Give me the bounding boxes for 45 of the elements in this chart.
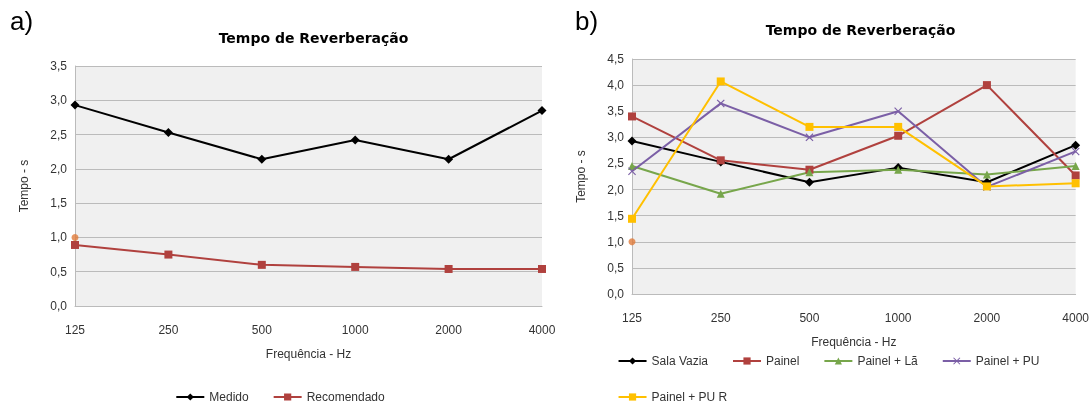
x-axis-title: Frequência - Hz [811,335,897,349]
legend-label: Painel [766,354,800,368]
y-tick-label: 3,0 [607,130,625,145]
legend-label: Painel + PU [975,354,1040,368]
y-tick-label: 0,0 [607,287,625,301]
x-tick-label: 4000 [1062,311,1090,325]
x-tick-label: 250 [710,311,732,325]
legend-label: Sala Vazia [651,354,709,368]
legend-label: Medido [209,390,249,404]
legend-label: Painel + PU R [651,390,728,404]
x-tick-label: 4000 [528,323,556,337]
y-tick-label: 2,0 [607,182,625,197]
text: a) [10,6,34,36]
x-axis-title: Frequência - Hz [265,347,352,361]
y-tick-label: 4,0 [607,78,625,93]
y-tick-label: 3,5 [50,59,68,73]
x-tick-label: 2000 [435,323,463,337]
y-axis-title: Tempo - s [574,150,588,203]
x-tick-label: 125 [64,323,86,337]
y-tick-label: 0,5 [50,264,68,279]
legend-label: Painel + Lã [857,354,919,368]
y-tick-label: 0,0 [50,299,68,313]
x-tick-label: 500 [251,323,273,337]
y-tick-label: 3,5 [607,104,625,119]
text: b) [575,6,599,36]
y-tick-label: 0,5 [607,260,625,275]
legend-label: Recomendado [306,390,386,404]
x-tick-label: 1000 [884,311,912,325]
y-tick-label: 1,0 [607,234,625,249]
y-tick-label: 1,5 [50,196,68,211]
chart-title: Tempo de Reverberação [218,30,409,46]
x-tick-label: 2000 [973,311,1001,325]
y-tick-label: 2,5 [50,127,68,142]
y-tick-label: 2,5 [607,156,625,171]
y-tick-label: 1,0 [50,230,68,245]
x-tick-label: 500 [799,311,820,325]
y-tick-label: 2,0 [50,161,68,176]
x-tick-label: 1000 [341,323,369,337]
y-tick-label: 3,0 [50,93,68,108]
chart-title: Tempo de Reverberação [765,22,956,38]
x-tick-label: 125 [621,311,643,325]
y-tick-label: 4,5 [607,52,625,66]
x-tick-label: 250 [158,323,179,337]
y-axis-title: Tempo - s [17,159,31,213]
y-tick-label: 1,5 [607,208,625,223]
